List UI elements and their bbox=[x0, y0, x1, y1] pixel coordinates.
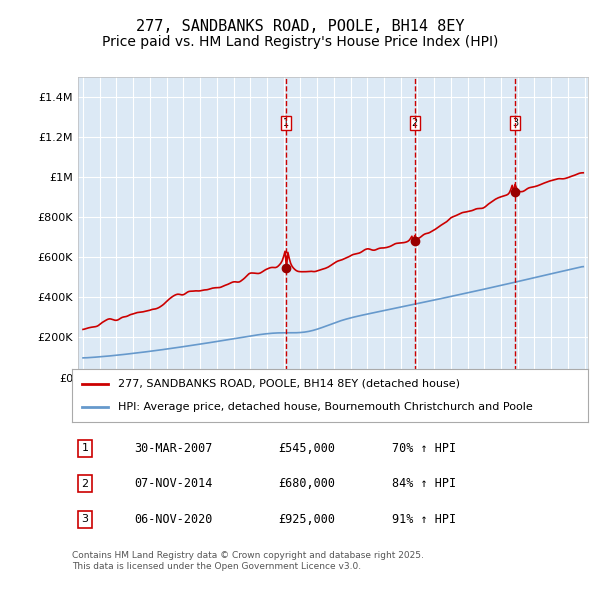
Text: 91% ↑ HPI: 91% ↑ HPI bbox=[392, 513, 456, 526]
Text: 277, SANDBANKS ROAD, POOLE, BH14 8EY: 277, SANDBANKS ROAD, POOLE, BH14 8EY bbox=[136, 19, 464, 34]
Text: 1: 1 bbox=[82, 444, 88, 453]
Text: 2: 2 bbox=[82, 479, 88, 489]
Text: 1: 1 bbox=[283, 118, 290, 128]
Text: HPI: Average price, detached house, Bournemouth Christchurch and Poole: HPI: Average price, detached house, Bour… bbox=[118, 402, 533, 412]
Text: This data is licensed under the Open Government Licence v3.0.: This data is licensed under the Open Gov… bbox=[72, 562, 361, 571]
Text: 3: 3 bbox=[82, 514, 88, 524]
Text: 3: 3 bbox=[512, 118, 518, 128]
Text: Price paid vs. HM Land Registry's House Price Index (HPI): Price paid vs. HM Land Registry's House … bbox=[102, 35, 498, 50]
Text: £545,000: £545,000 bbox=[278, 442, 335, 455]
Text: 30-MAR-2007: 30-MAR-2007 bbox=[134, 442, 212, 455]
Text: 70% ↑ HPI: 70% ↑ HPI bbox=[392, 442, 456, 455]
Text: 84% ↑ HPI: 84% ↑ HPI bbox=[392, 477, 456, 490]
Text: £680,000: £680,000 bbox=[278, 477, 335, 490]
Text: Contains HM Land Registry data © Crown copyright and database right 2025.: Contains HM Land Registry data © Crown c… bbox=[72, 550, 424, 559]
Text: £925,000: £925,000 bbox=[278, 513, 335, 526]
Text: 2: 2 bbox=[412, 118, 418, 128]
Text: 277, SANDBANKS ROAD, POOLE, BH14 8EY (detached house): 277, SANDBANKS ROAD, POOLE, BH14 8EY (de… bbox=[118, 379, 460, 389]
Text: 06-NOV-2020: 06-NOV-2020 bbox=[134, 513, 212, 526]
Text: 07-NOV-2014: 07-NOV-2014 bbox=[134, 477, 212, 490]
